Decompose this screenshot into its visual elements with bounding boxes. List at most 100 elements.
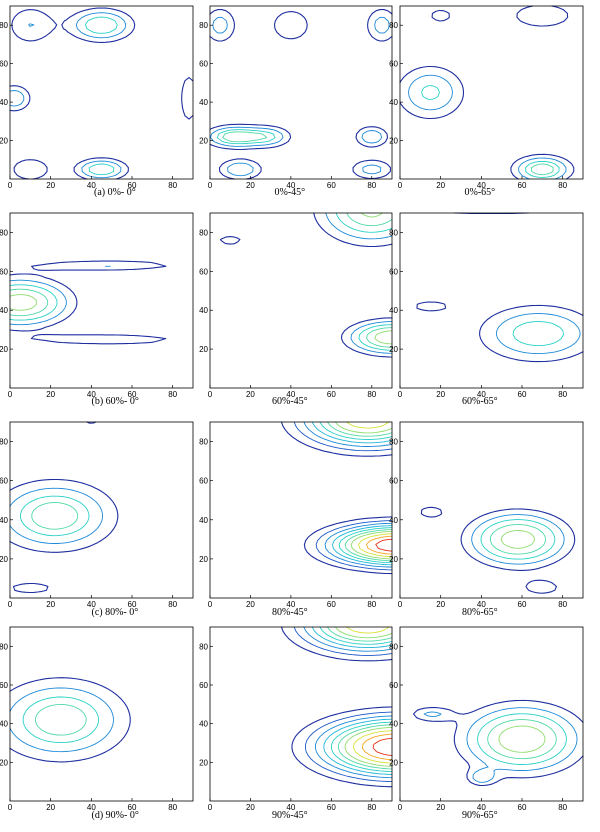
y-tick-label: 20 <box>389 345 398 354</box>
y-tick-label: 80 <box>389 21 398 30</box>
y-tick-label: 80 <box>389 642 398 651</box>
panel-caption: (d) 90%- 0° <box>91 810 139 821</box>
x-tick-label: 80 <box>367 803 376 812</box>
x-tick-label: 80 <box>367 390 376 399</box>
y-tick-label: 40 <box>389 516 398 525</box>
contour-line-level-7 <box>334 421 393 560</box>
x-tick-label: 20 <box>46 803 55 812</box>
contour-panel-12: 0 20 40 60 80 20 40 60 80 <box>389 626 584 812</box>
y-tick-label: 80 <box>199 438 208 447</box>
y-tick-label: 40 <box>199 720 208 729</box>
x-tick-label: 80 <box>558 181 567 190</box>
contour-line-level-3 <box>303 626 393 779</box>
x-tick-label: 0 <box>208 181 213 190</box>
contour-line-level-2 <box>9 687 114 753</box>
contour-panel-8: 0 20 40 60 80 20 40 60 80 <box>199 421 393 609</box>
x-tick-label: 40 <box>87 600 96 609</box>
y-tick-label: 60 <box>389 681 398 690</box>
contour-line-level-4 <box>311 421 393 566</box>
contour-line-level-3 <box>9 284 58 321</box>
x-tick-label: 40 <box>477 803 486 812</box>
contour-line-level-5 <box>319 626 393 773</box>
contour-line-level-3 <box>480 519 556 560</box>
contour-panel-7: 0 20 40 60 80 20 40 60 80 <box>0 421 194 609</box>
contour-line-level-3 <box>421 85 560 178</box>
y-tick-label: 80 <box>0 642 9 651</box>
contour-line-level-5 <box>360 212 393 345</box>
contour-line-level-1 <box>420 506 576 594</box>
contour-line-level-2 <box>293 626 393 783</box>
contour-line-level-6 <box>326 626 393 770</box>
contour-line-level-1 <box>9 260 167 345</box>
y-tick-label: 80 <box>199 21 208 30</box>
contour-line-level-2 <box>495 313 581 355</box>
x-tick-label: 0 <box>208 803 213 812</box>
x-tick-label: 0 <box>8 181 13 190</box>
contour-panel-9: 0 20 40 60 80 20 40 60 80 <box>389 421 584 609</box>
x-tick-label: 0 <box>398 803 403 812</box>
x-tick-label: 40 <box>87 803 96 812</box>
y-tick-label: 40 <box>0 720 9 729</box>
x-tick-label: 20 <box>246 181 255 190</box>
x-tick-label: 60 <box>128 390 137 399</box>
contour-line-level-4 <box>487 719 557 760</box>
y-tick-label: 40 <box>0 98 9 107</box>
contour-line-level-3 <box>512 321 564 347</box>
contour-line-level-10 <box>372 737 393 757</box>
x-tick-label: 60 <box>327 803 336 812</box>
contour-line-level-3 <box>477 713 567 765</box>
contour-line-level-2 <box>325 212 393 354</box>
x-tick-label: 0 <box>398 600 403 609</box>
contour-line-level-8 <box>346 626 393 764</box>
x-tick-label: 40 <box>286 181 295 190</box>
contour-panel-5: 0 20 40 60 80 20 40 60 80 <box>199 212 393 399</box>
y-tick-label: 40 <box>0 306 9 315</box>
x-tick-label: 20 <box>46 390 55 399</box>
x-tick-label: 60 <box>327 600 336 609</box>
y-tick-label: 80 <box>389 438 398 447</box>
contour-line-level-2 <box>423 707 578 783</box>
y-tick-label: 20 <box>0 758 9 767</box>
x-tick-label: 80 <box>558 600 567 609</box>
contour-line-level-6 <box>326 421 393 562</box>
x-tick-label: 20 <box>436 600 445 609</box>
x-tick-label: 0 <box>8 600 13 609</box>
contour-line-level-3 <box>20 495 90 537</box>
y-tick-label: 20 <box>0 555 9 564</box>
panel-caption: 0%-45° <box>274 187 306 198</box>
x-tick-label: 60 <box>518 600 527 609</box>
panel-caption: (a) 0%- 0° <box>94 187 136 198</box>
panel-caption: 80%-65° <box>462 607 498 618</box>
x-tick-label: 40 <box>286 600 295 609</box>
contour-line-level-1 <box>413 699 584 787</box>
y-tick-label: 20 <box>199 137 208 146</box>
x-tick-label: 60 <box>518 181 527 190</box>
y-tick-label: 40 <box>199 306 208 315</box>
x-tick-label: 20 <box>46 600 55 609</box>
contour-line-level-1 <box>219 212 393 358</box>
x-tick-label: 40 <box>286 803 295 812</box>
x-tick-label: 0 <box>398 181 403 190</box>
y-tick-label: 60 <box>389 267 398 276</box>
plot-frame <box>399 626 584 802</box>
x-tick-label: 40 <box>87 390 96 399</box>
contour-panel-3: 0 20 40 60 80 20 40 60 80 <box>389 5 584 190</box>
x-tick-label: 80 <box>168 390 177 399</box>
plot-frame <box>209 5 393 180</box>
contour-line-level-5 <box>319 421 393 564</box>
x-tick-label: 0 <box>398 390 403 399</box>
y-tick-label: 40 <box>199 98 208 107</box>
y-tick-label: 20 <box>389 137 398 146</box>
y-tick-label: 20 <box>0 345 9 354</box>
x-tick-label: 20 <box>436 390 445 399</box>
contour-line-level-2 <box>9 12 127 179</box>
contour-line-level-5 <box>498 725 546 753</box>
contour-line-level-4 <box>311 626 393 775</box>
contour-line-level-4 <box>346 212 393 348</box>
contour-line-level-1 <box>280 626 393 788</box>
x-tick-label: 60 <box>128 181 137 190</box>
contour-line-level-4 <box>35 704 87 736</box>
contour-line-level-3 <box>216 129 276 145</box>
x-tick-label: 60 <box>518 803 527 812</box>
y-tick-label: 60 <box>0 60 9 69</box>
